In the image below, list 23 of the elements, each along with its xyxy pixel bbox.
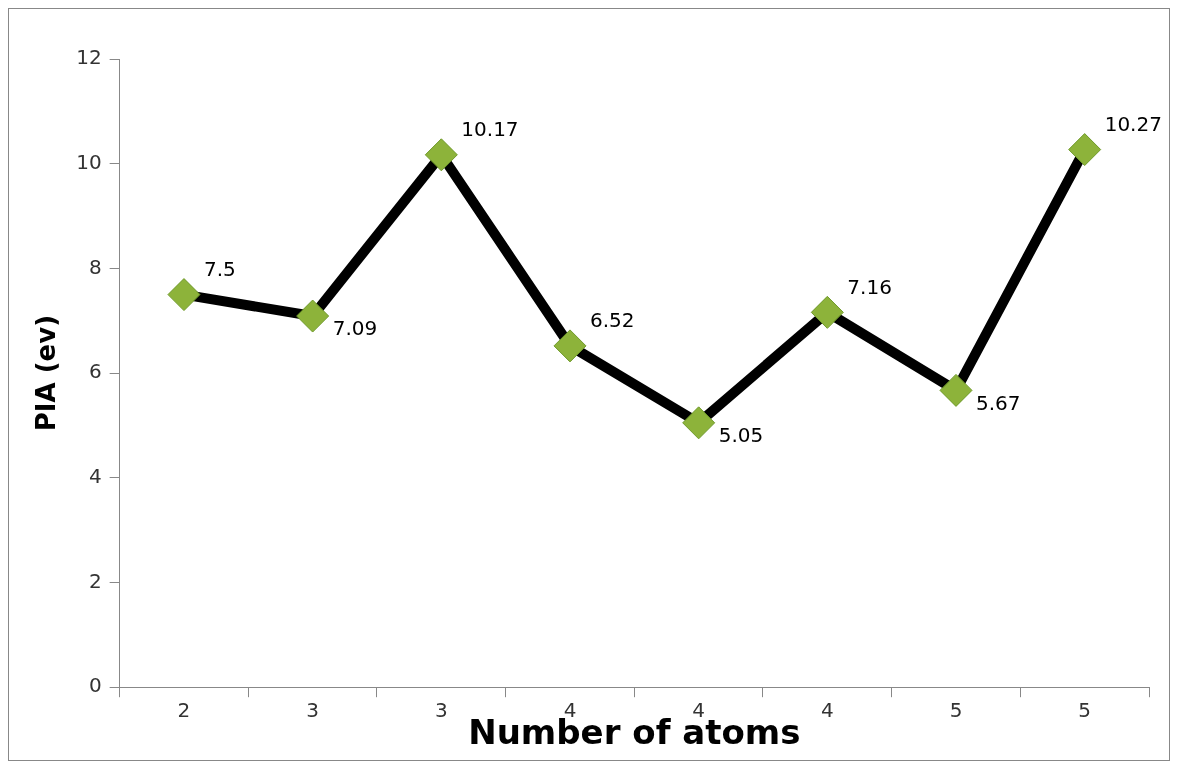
x-tick-label: 5: [1078, 698, 1092, 723]
x-tick-label: 2: [177, 698, 191, 723]
x-tick-label: 3: [306, 698, 320, 723]
x-tick-label: 3: [434, 698, 448, 723]
y-tick-label: 10: [76, 149, 102, 174]
data-label: 7.16: [847, 274, 892, 299]
data-label: 10.27: [1104, 111, 1162, 136]
y-tick-label: 2: [88, 568, 102, 593]
x-tick-label: 4: [820, 698, 834, 723]
y-tick-label: 0: [88, 673, 102, 698]
data-label: 7.09: [332, 316, 378, 341]
data-label: 5.67: [976, 390, 1021, 415]
y-tick-label: 12: [76, 45, 102, 70]
data-label: 6.52: [589, 308, 635, 333]
y-axis-title: PIA (ev): [31, 314, 62, 432]
data-label: 10.17: [461, 117, 519, 141]
x-tick-label: 5: [949, 698, 963, 723]
y-tick-label: 4: [88, 464, 102, 488]
y-tick-label: 8: [88, 254, 102, 279]
data-label: 7.5: [203, 256, 236, 281]
data-label: 5.05: [718, 423, 764, 448]
y-tick-label: 6: [88, 359, 102, 384]
x-tick-label: 4: [692, 698, 706, 723]
